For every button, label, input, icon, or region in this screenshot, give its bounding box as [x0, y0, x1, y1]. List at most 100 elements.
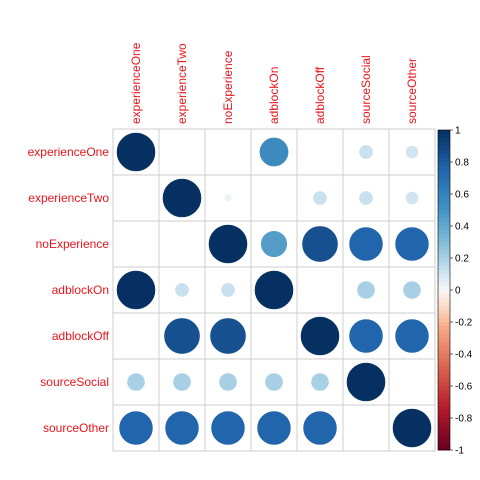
- colorbar-segment: [438, 162, 450, 166]
- colorbar-tick-label: 0.2: [455, 254, 469, 265]
- column-label: adblockOn: [267, 67, 281, 124]
- colorbar-segment: [438, 282, 450, 286]
- colorbar-segment: [438, 182, 450, 186]
- correlation-circle: [266, 374, 283, 391]
- correlation-circle: [166, 412, 199, 445]
- colorbar-segment: [438, 294, 450, 298]
- column-label: adblockOff: [313, 66, 327, 124]
- colorbar-segment: [438, 398, 450, 402]
- correlation-circle: [396, 320, 429, 353]
- colorbar-segment: [438, 326, 450, 330]
- matrix-cell: [389, 359, 435, 405]
- matrix-cell: [159, 221, 205, 267]
- colorbar-segment: [438, 334, 450, 338]
- colorbar-segment: [438, 358, 450, 362]
- correlation-circle: [302, 226, 337, 261]
- row-labels: experienceOne experienceTwo noExperience ad…: [28, 145, 110, 435]
- colorbar-segment: [438, 206, 450, 210]
- colorbar-segment: [438, 246, 450, 250]
- colorbar-segment: [438, 426, 450, 430]
- correlation-circle: [174, 374, 191, 391]
- colorbar-segment: [438, 322, 450, 326]
- row-label: sourceOther: [43, 421, 109, 435]
- colorbar-segment: [438, 254, 450, 258]
- row-label: noExperience: [36, 237, 110, 251]
- colorbar-tick-label: -1: [455, 446, 464, 457]
- colorbar-segment: [438, 290, 450, 294]
- colorbar-segment: [438, 378, 450, 382]
- colorbar-segment: [438, 250, 450, 254]
- matrix-cell: [297, 129, 343, 175]
- colorbar-segment: [438, 190, 450, 194]
- column-label: sourceSocial: [359, 55, 373, 124]
- correlation-circle: [301, 317, 339, 355]
- correlation-circle: [164, 318, 199, 353]
- correlation-circle: [406, 146, 418, 158]
- colorbar-segment: [438, 230, 450, 234]
- matrix-cell: [159, 129, 205, 175]
- colorbar-segment: [438, 146, 450, 150]
- colorbar-segment: [438, 402, 450, 406]
- color-legend: 10.80.60.40.20-0.2-0.4-0.6-0.8-1: [438, 126, 473, 457]
- colorbar-segment: [438, 330, 450, 334]
- colorbar-segment: [438, 394, 450, 398]
- colorbar-segment: [438, 262, 450, 266]
- colorbar-segment: [438, 142, 450, 146]
- column-label: sourceOther: [405, 58, 419, 124]
- colorbar-segment: [438, 418, 450, 422]
- colorbar-segment: [438, 406, 450, 410]
- column-label: noExperience: [221, 50, 235, 124]
- colorbar-segment: [438, 158, 450, 162]
- correlation-circle: [347, 363, 385, 401]
- correlation-circle: [260, 138, 288, 166]
- correlation-circle: [396, 228, 429, 261]
- colorbar-segment: [438, 274, 450, 278]
- colorbar-segment: [438, 170, 450, 174]
- correlation-circle: [359, 145, 372, 158]
- colorbar-segment: [438, 318, 450, 322]
- correlation-circle: [393, 409, 431, 447]
- correlation-circle: [258, 412, 291, 445]
- colorbar-segment: [438, 306, 450, 310]
- correlation-circle: [120, 412, 153, 445]
- correlation-circle: [163, 179, 201, 217]
- column-label: experienceOne: [129, 42, 143, 124]
- correlation-circle: [359, 191, 372, 204]
- colorbar-segment: [438, 302, 450, 306]
- colorbar-segment: [438, 338, 450, 342]
- colorbar-segment: [438, 234, 450, 238]
- matrix-cell: [251, 313, 297, 359]
- colorbar-segment: [438, 366, 450, 370]
- row-label: experienceOne: [28, 145, 110, 159]
- correlation-circle: [221, 283, 234, 296]
- correlation-circle: [358, 282, 375, 299]
- colorbar-tick-label: 0.4: [455, 222, 469, 233]
- colorbar-segment: [438, 266, 450, 270]
- colorbar-segment: [438, 342, 450, 346]
- colorbar-segment: [438, 202, 450, 206]
- correlation-circle: [117, 271, 155, 309]
- correlation-circle: [128, 374, 145, 391]
- colorbar-segment: [438, 258, 450, 262]
- colorbar-segment: [438, 218, 450, 222]
- correlation-circle: [313, 191, 326, 204]
- correlation-circle: [255, 271, 293, 309]
- column-labels: experienceOne experienceTwo noExperience ad…: [129, 42, 419, 124]
- colorbar-segment: [438, 298, 450, 302]
- correlation-circle: [117, 133, 155, 171]
- colorbar-tick-label: 0: [455, 286, 461, 297]
- colorbar-segment: [438, 286, 450, 290]
- colorbar-tick-label: -0.2: [455, 318, 473, 329]
- colorbar-tick-label: -0.4: [455, 350, 473, 361]
- column-label: experienceTwo: [175, 43, 189, 124]
- colorbar-segment: [438, 410, 450, 414]
- colorbar-segment: [438, 178, 450, 182]
- colorbar-tick-label: 1: [455, 126, 461, 137]
- colorbar-segment: [438, 194, 450, 198]
- colorbar-segment: [438, 374, 450, 378]
- correlation-circle: [210, 318, 245, 353]
- colorbar-segment: [438, 130, 450, 134]
- colorbar-segment: [438, 430, 450, 434]
- colorbar-segment: [438, 314, 450, 318]
- colorbar-segment: [438, 222, 450, 226]
